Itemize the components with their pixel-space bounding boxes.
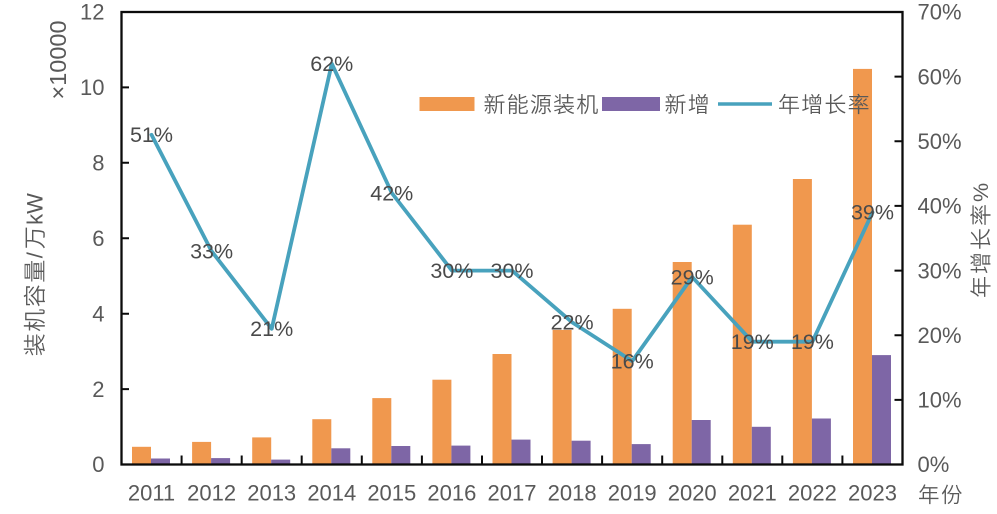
svg-text:8: 8: [92, 151, 104, 176]
svg-text:%: %: [969, 183, 993, 202]
svg-text:60%: 60%: [918, 64, 962, 89]
svg-text:2019: 2019: [608, 481, 657, 506]
svg-text:2014: 2014: [307, 481, 356, 506]
svg-text:39%: 39%: [851, 201, 894, 225]
svg-text:0%: 0%: [918, 452, 950, 477]
svg-text:6: 6: [92, 226, 104, 251]
svg-text:kW: kW: [22, 193, 47, 225]
svg-text:2015: 2015: [367, 481, 416, 506]
svg-text:/: /: [22, 251, 47, 258]
svg-text:2022: 2022: [788, 481, 837, 506]
svg-text:2020: 2020: [668, 481, 717, 506]
svg-text:20%: 20%: [918, 323, 962, 348]
svg-text:2023: 2023: [848, 481, 897, 506]
svg-text:2011: 2011: [128, 481, 175, 506]
svg-text:10%: 10%: [918, 388, 962, 413]
svg-text:2017: 2017: [488, 481, 537, 506]
svg-text:19%: 19%: [731, 330, 774, 354]
svg-text:19%: 19%: [791, 330, 834, 354]
svg-text:33%: 33%: [190, 240, 233, 264]
svg-text:2018: 2018: [548, 481, 597, 506]
svg-text:10: 10: [80, 75, 104, 100]
svg-text:×10000: ×10000: [45, 20, 71, 99]
svg-text:30%: 30%: [430, 259, 473, 283]
svg-text:21%: 21%: [250, 317, 293, 341]
svg-text:12: 12: [80, 0, 104, 25]
svg-text:2013: 2013: [247, 481, 296, 506]
svg-text:70%: 70%: [918, 0, 962, 25]
svg-text:50%: 50%: [918, 129, 962, 154]
svg-text:29%: 29%: [671, 265, 714, 289]
svg-text:30%: 30%: [490, 259, 533, 283]
svg-text:40%: 40%: [918, 194, 962, 219]
svg-text:30%: 30%: [918, 258, 962, 283]
svg-text:22%: 22%: [551, 311, 594, 335]
svg-text:42%: 42%: [370, 181, 413, 205]
svg-text:2012: 2012: [187, 481, 236, 506]
svg-text:62%: 62%: [310, 52, 353, 76]
svg-text:4: 4: [92, 301, 104, 326]
svg-text:0: 0: [92, 452, 104, 477]
svg-text:51%: 51%: [130, 123, 173, 147]
svg-text:16%: 16%: [611, 349, 654, 373]
svg-text:2016: 2016: [427, 481, 476, 506]
svg-text:2021: 2021: [728, 481, 777, 506]
svg-text:2: 2: [92, 377, 104, 402]
